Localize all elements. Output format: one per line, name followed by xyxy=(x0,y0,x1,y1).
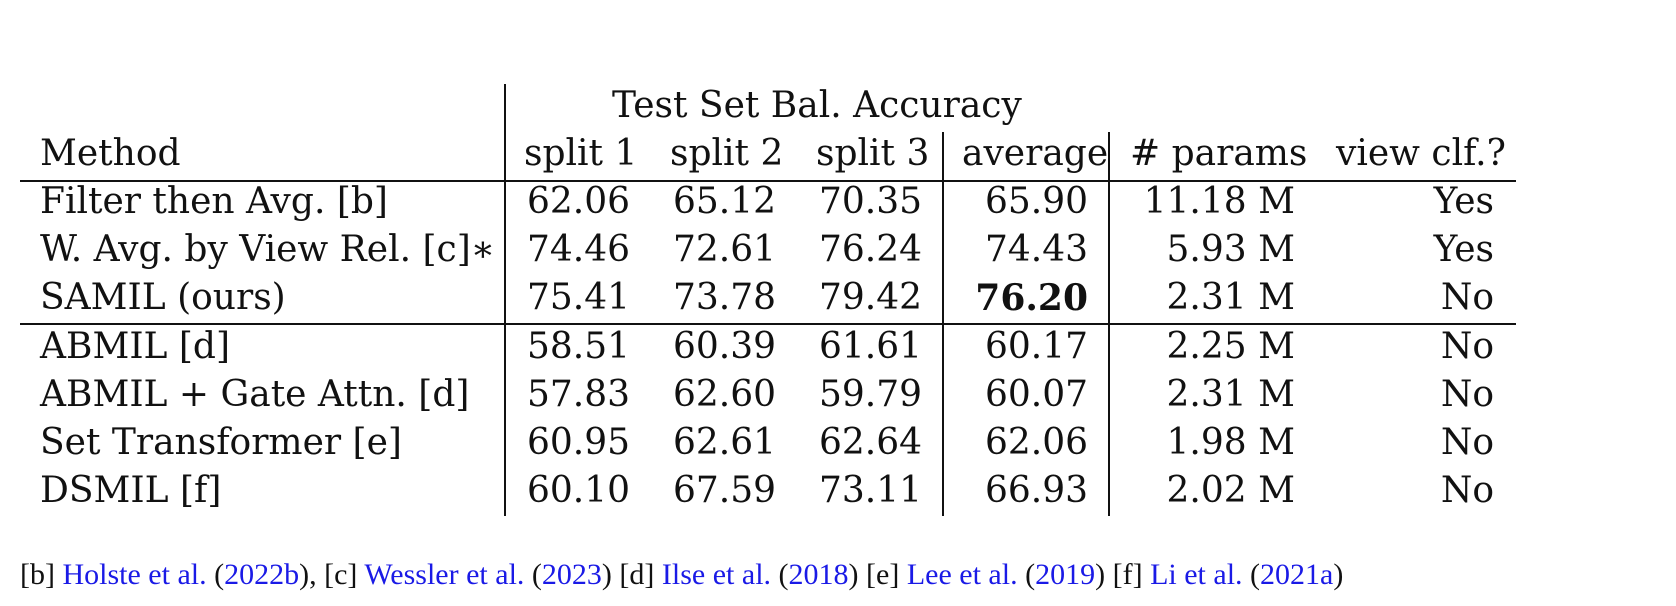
paren-close: ), xyxy=(299,558,325,591)
cell-params: 11.18 M xyxy=(1143,181,1295,222)
paren-close: ) xyxy=(848,558,867,591)
cell-split3: 70.35 xyxy=(818,181,922,222)
cell-split1: 75.41 xyxy=(526,277,630,318)
citation-author-link[interactable]: Ilse et al. xyxy=(661,558,772,591)
col-header-split2: split 2 xyxy=(670,133,784,174)
col-header-params: # params xyxy=(1130,133,1308,174)
citation-author-link[interactable]: Holste et al. xyxy=(62,558,207,591)
cell-method: DSMIL [f] xyxy=(40,470,222,511)
col-header-split3: split 3 xyxy=(816,133,930,174)
cell-split2: 73.78 xyxy=(672,277,776,318)
method-column-rule xyxy=(504,84,506,516)
cell-view-clf: No xyxy=(1440,470,1494,511)
cell-view-clf: Yes xyxy=(1433,181,1494,222)
cell-split1: 60.10 xyxy=(526,470,630,511)
citation-year-link[interactable]: 2018 xyxy=(788,558,849,591)
col-header-split1: split 1 xyxy=(524,133,638,174)
group-rule xyxy=(20,323,1516,325)
cell-split3: 73.11 xyxy=(818,470,922,511)
paren-close: ) xyxy=(1095,558,1113,591)
cell-split1: 60.95 xyxy=(526,422,630,463)
citation-year-link[interactable]: 2021a xyxy=(1260,558,1334,591)
average-left-rule xyxy=(942,132,944,516)
cell-params: 2.25 M xyxy=(1166,326,1295,367)
paren-open: ( xyxy=(1017,558,1036,591)
citation-footnote: [b] Holste et al. (2022b), [c] Wessler e… xyxy=(20,560,1343,590)
cell-average: 60.07 xyxy=(984,374,1088,415)
paren-open: ( xyxy=(524,558,542,591)
paren-open: ( xyxy=(206,558,225,591)
cell-view-clf: No xyxy=(1440,326,1494,367)
paren-close: ) xyxy=(1333,558,1344,591)
cell-average: 62.06 xyxy=(984,422,1088,463)
header-rule xyxy=(20,180,1516,182)
cell-split3: 76.24 xyxy=(818,229,922,270)
citation-author-link[interactable]: Li et al. xyxy=(1150,558,1243,591)
footnote-key: [f] xyxy=(1112,558,1151,591)
cell-method: Filter then Avg. [b] xyxy=(40,181,388,222)
citation-year-link[interactable]: 2019 xyxy=(1035,558,1096,591)
col-header-method: Method xyxy=(40,133,181,174)
cell-params: 2.31 M xyxy=(1166,277,1295,318)
cell-split1: 74.46 xyxy=(526,229,630,270)
paren-close: ) xyxy=(601,558,620,591)
cell-split2: 62.60 xyxy=(672,374,776,415)
cell-split3: 59.79 xyxy=(818,374,922,415)
col-header-average: average xyxy=(962,133,1109,174)
cell-view-clf: No xyxy=(1440,374,1494,415)
average-right-rule xyxy=(1108,132,1110,516)
cell-split1: 57.83 xyxy=(526,374,630,415)
paren-open: ( xyxy=(1242,558,1261,591)
cell-split1: 58.51 xyxy=(526,326,630,367)
cell-split1: 62.06 xyxy=(526,181,630,222)
citation-year-link[interactable]: 2022b xyxy=(224,558,300,591)
paren-open: ( xyxy=(771,558,789,591)
cell-method: W. Avg. by View Rel. [c]∗ xyxy=(40,229,496,270)
cell-split2: 67.59 xyxy=(672,470,776,511)
cell-method: ABMIL [d] xyxy=(40,326,231,367)
footnote-key: [c] xyxy=(324,558,365,591)
cell-method: ABMIL + Gate Attn. [d] xyxy=(40,374,470,415)
citation-author-link[interactable]: Wessler et al. xyxy=(364,558,525,591)
citation-year-link[interactable]: 2023 xyxy=(541,558,602,591)
group-header: Test Set Bal. Accuracy xyxy=(612,85,1022,126)
cell-average: 74.43 xyxy=(984,229,1088,270)
cell-params: 2.31 M xyxy=(1166,374,1295,415)
cell-split2: 72.61 xyxy=(672,229,776,270)
cell-params: 1.98 M xyxy=(1166,422,1295,463)
cell-split2: 65.12 xyxy=(672,181,776,222)
cell-split3: 79.42 xyxy=(818,277,922,318)
cell-view-clf: Yes xyxy=(1433,229,1494,270)
cell-view-clf: No xyxy=(1440,277,1494,318)
footnote-key: [b] xyxy=(20,558,63,591)
cell-split2: 60.39 xyxy=(672,326,776,367)
cell-average: 76.20 xyxy=(975,277,1088,319)
footnote-key: [d] xyxy=(619,558,662,591)
cell-method: SAMIL (ours) xyxy=(40,277,286,318)
cell-params: 5.93 M xyxy=(1166,229,1295,270)
cell-split3: 62.64 xyxy=(818,422,922,463)
cell-split2: 62.61 xyxy=(672,422,776,463)
cell-method: Set Transformer [e] xyxy=(40,422,402,463)
cell-average: 66.93 xyxy=(984,470,1088,511)
cell-params: 2.02 M xyxy=(1166,470,1295,511)
cell-view-clf: No xyxy=(1440,422,1494,463)
cell-split3: 61.61 xyxy=(818,326,922,367)
cell-average: 65.90 xyxy=(984,181,1088,222)
col-header-view-clf: view clf.? xyxy=(1336,133,1506,174)
footnote-key: [e] xyxy=(866,558,907,591)
citation-author-link[interactable]: Lee et al. xyxy=(906,558,1018,591)
cell-average: 60.17 xyxy=(984,326,1088,367)
